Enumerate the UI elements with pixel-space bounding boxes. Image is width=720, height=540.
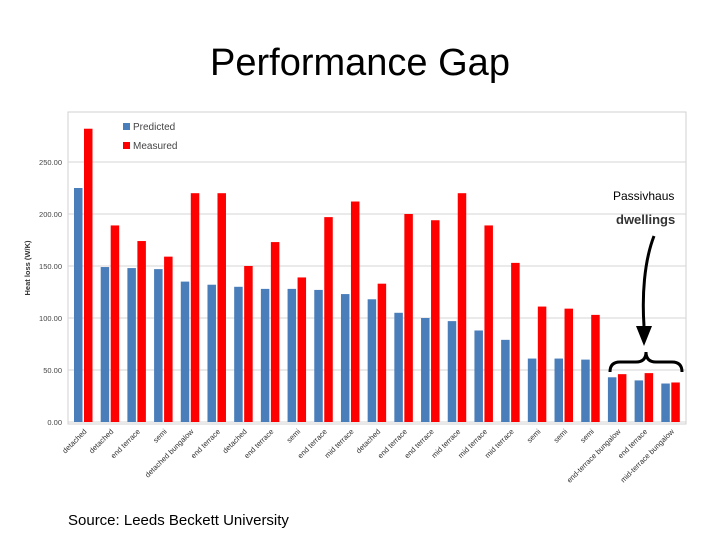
bar-predicted-4 bbox=[154, 269, 163, 422]
bar-measured-18 bbox=[537, 306, 547, 422]
plot-area-border bbox=[67, 111, 687, 425]
y-tick-label: 100.00 bbox=[39, 314, 62, 323]
x-tick-label: semi bbox=[525, 427, 543, 445]
annotation-passivhaus: Passivhaus bbox=[613, 189, 674, 203]
y-axis-label: Heat loss (W/K) bbox=[23, 240, 32, 296]
bar-measured-8 bbox=[270, 242, 280, 422]
bar-measured-11 bbox=[350, 201, 360, 422]
x-tick-label: detached bungalow bbox=[143, 427, 196, 480]
bar-measured-21 bbox=[617, 374, 627, 422]
bar-predicted-20 bbox=[581, 359, 590, 422]
bar-predicted-5 bbox=[180, 281, 190, 422]
bar-predicted-21 bbox=[607, 377, 617, 422]
bars bbox=[74, 128, 680, 422]
bar-predicted-6 bbox=[207, 284, 216, 422]
bar-measured-13 bbox=[404, 214, 413, 422]
bar-measured-12 bbox=[377, 283, 387, 422]
bar-predicted-15 bbox=[447, 321, 457, 422]
x-tick-label: detached bbox=[60, 427, 88, 455]
x-tick-label: semi bbox=[578, 427, 596, 445]
bar-predicted-8 bbox=[260, 288, 270, 422]
y-tick-label: 200.00 bbox=[39, 210, 62, 219]
bar-predicted-18 bbox=[527, 358, 537, 422]
bar-predicted-17 bbox=[501, 339, 510, 422]
y-tick-labels: 0.00 50.00 100.00 150.00 200.00 250.00 bbox=[39, 158, 62, 427]
x-tick-label: mid terrace bbox=[323, 427, 356, 460]
bar-predicted-11 bbox=[340, 294, 350, 422]
bar-predicted-1 bbox=[74, 188, 83, 422]
bar-predicted-2 bbox=[100, 267, 110, 422]
bar-measured-9 bbox=[297, 277, 307, 422]
x-tick-label: mid-terrace bungalow bbox=[619, 427, 677, 485]
y-tick-label: 250.00 bbox=[39, 158, 62, 167]
y-tick-label: 50.00 bbox=[43, 366, 62, 375]
bar-measured-2 bbox=[110, 225, 120, 422]
bar-measured-20 bbox=[591, 314, 600, 422]
bar-measured-10 bbox=[324, 217, 333, 422]
bar-measured-7 bbox=[244, 266, 253, 422]
source-note: Source: Leeds Beckett University bbox=[68, 512, 289, 529]
annotation-arrowhead bbox=[636, 326, 652, 346]
bar-predicted-9 bbox=[287, 288, 297, 422]
legend-swatch-predicted bbox=[123, 123, 130, 130]
bar-measured-19 bbox=[564, 308, 574, 422]
bar-predicted-12 bbox=[367, 299, 377, 422]
annotation-bracket bbox=[608, 351, 684, 373]
legend-swatch-measured bbox=[123, 142, 130, 149]
bar-predicted-23 bbox=[661, 383, 670, 422]
y-tick-label: 0.00 bbox=[47, 418, 62, 427]
x-tick-label: semi bbox=[285, 427, 303, 445]
bar-measured-3 bbox=[137, 241, 146, 422]
legend-label-measured: Measured bbox=[133, 141, 177, 152]
bar-predicted-10 bbox=[314, 289, 323, 422]
annotation-dwellings: dwellings bbox=[616, 212, 675, 227]
heat-loss-chart: 0.00 50.00 100.00 150.00 200.00 250.00 detach… bbox=[23, 111, 687, 485]
bar-measured-1 bbox=[84, 128, 93, 422]
slide-title: Performance Gap bbox=[210, 42, 510, 84]
bar-predicted-22 bbox=[634, 380, 644, 422]
x-tick-label: mid terrace bbox=[483, 427, 516, 460]
bar-measured-5 bbox=[190, 193, 200, 422]
bar-measured-15 bbox=[457, 193, 467, 422]
bar-measured-17 bbox=[511, 262, 520, 422]
x-tick-label: semi bbox=[151, 427, 169, 445]
bar-predicted-16 bbox=[474, 330, 483, 422]
passivhaus-annotation: Passivhaus dwellings bbox=[608, 189, 684, 373]
bar-predicted-13 bbox=[394, 312, 403, 422]
bar-measured-4 bbox=[164, 256, 173, 422]
bar-measured-14 bbox=[431, 220, 440, 422]
annotation-arrow bbox=[641, 235, 656, 327]
bar-predicted-7 bbox=[234, 286, 243, 422]
legend: Predicted Measured bbox=[123, 122, 177, 152]
bar-predicted-3 bbox=[127, 268, 136, 422]
x-tick-label: semi bbox=[552, 427, 570, 445]
x-tick-label: end-terrace bungalow bbox=[565, 427, 623, 485]
bar-predicted-14 bbox=[421, 318, 430, 422]
bar-measured-6 bbox=[217, 193, 226, 422]
bar-measured-22 bbox=[644, 373, 654, 422]
bar-measured-23 bbox=[671, 382, 680, 422]
bar-measured-16 bbox=[484, 225, 493, 422]
legend-label-predicted: Predicted bbox=[133, 122, 175, 133]
bar-predicted-19 bbox=[554, 358, 564, 422]
y-tick-label: 150.00 bbox=[39, 262, 62, 271]
